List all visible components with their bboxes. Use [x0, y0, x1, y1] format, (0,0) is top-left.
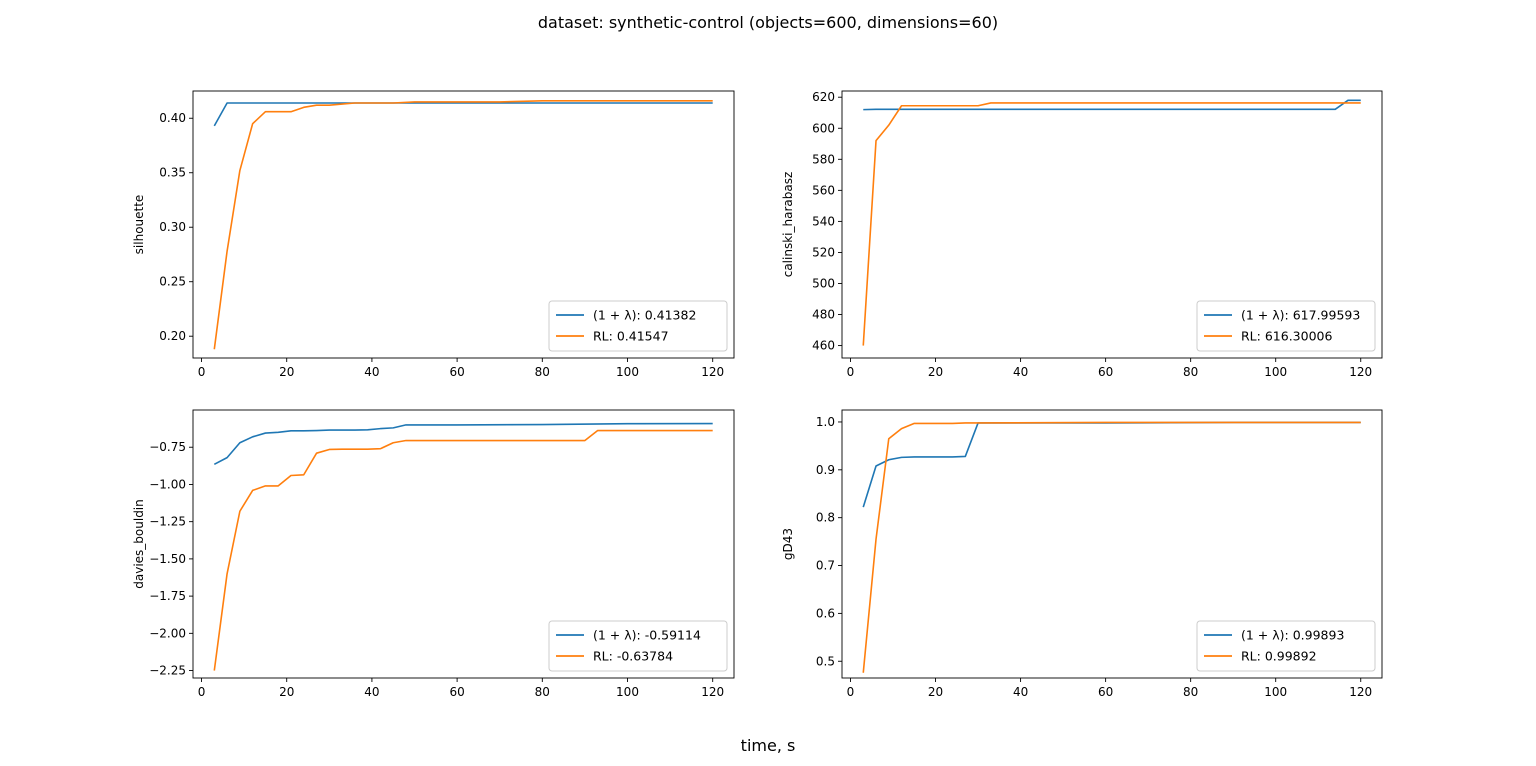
x-tick-label: 40	[364, 685, 379, 699]
x-tick-label: 0	[198, 685, 206, 699]
axes-frame	[192, 90, 735, 359]
x-tick-label: 120	[701, 685, 724, 699]
y-tick-label: −1.00	[149, 477, 186, 491]
y-tick-label: 540	[812, 214, 835, 228]
x-tick-label: 80	[535, 365, 550, 379]
series-line-2	[862, 102, 1361, 346]
legend: (1 + λ): 617.99593 RL: 616.30006	[1196, 300, 1376, 352]
x-tick-label: 60	[449, 365, 464, 379]
y-axis-label: davies_bouldin	[132, 499, 146, 589]
y-tick-label: 580	[812, 152, 835, 166]
legend-label-2: RL: 0.41547	[593, 329, 669, 344]
series-line-1	[863, 99, 1361, 111]
axes-frame	[841, 409, 1383, 679]
x-tick-label: 20	[279, 685, 294, 699]
legend-label-1: (1 + λ): 0.99893	[1241, 628, 1344, 643]
x-tick-label: 40	[1013, 365, 1028, 379]
subplot-1: 0 20 40 60 80 100 120 0.20 0.25 0.30 0.35 0.40 silho…	[132, 90, 735, 379]
y-tick-label: 0.5	[816, 654, 835, 668]
x-tick-label: 60	[1098, 365, 1113, 379]
legend: (1 + λ): 0.41382 RL: 0.41547	[548, 300, 728, 352]
subplot-4: 0 20 40 60 80 100 120 0.5 0.6 0.7 0.8 0.9 1.0 gD43 (1 …	[781, 409, 1383, 699]
series-line-2	[213, 100, 713, 350]
legend-label-2: RL: 0.99892	[1241, 649, 1317, 664]
legend-box	[548, 300, 728, 352]
x-tick-label: 80	[1183, 685, 1198, 699]
y-tick-label: 0.9	[816, 463, 835, 477]
y-axis-label: silhouette	[132, 195, 146, 255]
series-line-2	[213, 429, 713, 671]
x-tick-label: 120	[1349, 365, 1372, 379]
legend: (1 + λ): 0.99893 RL: 0.99892	[1196, 620, 1376, 672]
y-axis-label: gD43	[781, 528, 795, 560]
y-tick-label: 460	[812, 339, 835, 353]
y-tick-label: 0.8	[816, 511, 835, 525]
subplots: 0 20 40 60 80 100 120 0.20 0.25 0.30 0.35 0.40 silho…	[132, 90, 1383, 699]
y-tick-label: 0.30	[159, 220, 186, 234]
y-tick-label: 0.25	[159, 275, 186, 289]
figure-xlabel: time, s	[741, 736, 796, 755]
x-tick-label: 100	[616, 365, 639, 379]
y-tick-label: 600	[812, 121, 835, 135]
y-tick-label: −1.50	[149, 552, 186, 566]
y-tick-label: 0.20	[159, 329, 186, 343]
series-line-1	[213, 102, 713, 127]
axes-frame	[192, 409, 735, 679]
legend-label-1: (1 + λ): 0.41382	[593, 308, 696, 323]
y-tick-label: 0.35	[159, 166, 186, 180]
y-tick-label: −2.25	[149, 664, 186, 678]
series-line-2	[862, 421, 1361, 673]
x-tick-label: 120	[701, 365, 724, 379]
legend-box	[548, 620, 728, 672]
y-tick-label: 560	[812, 183, 835, 197]
y-tick-label: 0.40	[159, 111, 186, 125]
y-tick-label: −0.75	[149, 440, 186, 454]
y-tick-label: −1.75	[149, 589, 186, 603]
subplot-3: 0 20 40 60 80 100 120 −2.25 −2.00 −1.75 −1.50 −1.25…	[132, 409, 735, 699]
legend-box	[1196, 620, 1376, 672]
x-tick-label: 80	[1183, 365, 1198, 379]
series-line-1	[213, 422, 713, 466]
x-tick-label: 100	[1264, 365, 1287, 379]
legend-box	[1196, 300, 1376, 352]
y-tick-label: 500	[812, 276, 835, 290]
series-line-1	[862, 421, 1361, 508]
y-tick-label: −2.00	[149, 626, 186, 640]
figure-title: dataset: synthetic-control (objects=600,…	[538, 13, 998, 32]
y-tick-label: −1.25	[149, 515, 186, 529]
x-tick-label: 40	[1013, 685, 1028, 699]
x-tick-label: 0	[198, 365, 206, 379]
y-tick-label: 620	[812, 90, 835, 104]
y-tick-label: 1.0	[816, 415, 835, 429]
x-tick-label: 0	[847, 685, 855, 699]
x-tick-label: 20	[279, 365, 294, 379]
legend-label-2: RL: 616.30006	[1241, 329, 1332, 344]
y-tick-label: 0.6	[816, 606, 835, 620]
legend-label-1: (1 + λ): 617.99593	[1241, 308, 1360, 323]
x-tick-label: 120	[1349, 685, 1372, 699]
axes-frame	[841, 90, 1383, 359]
x-tick-label: 60	[1098, 685, 1113, 699]
x-tick-label: 60	[449, 685, 464, 699]
y-tick-label: 520	[812, 245, 835, 259]
y-axis-label: calinski_harabasz	[781, 172, 795, 278]
y-tick-label: 480	[812, 308, 835, 322]
x-tick-label: 100	[616, 685, 639, 699]
x-tick-label: 20	[928, 685, 943, 699]
x-tick-label: 80	[535, 685, 550, 699]
x-tick-label: 100	[1264, 685, 1287, 699]
y-tick-label: 0.7	[816, 559, 835, 573]
subplot-2: 0 20 40 60 80 100 120 460 480 500 520 540 560 580 600 6…	[781, 90, 1383, 379]
x-tick-label: 20	[928, 365, 943, 379]
legend-label-2: RL: -0.63784	[593, 649, 673, 664]
x-tick-label: 0	[847, 365, 855, 379]
legend: (1 + λ): -0.59114 RL: -0.63784	[548, 620, 728, 672]
legend-label-1: (1 + λ): -0.59114	[593, 628, 701, 643]
x-tick-label: 40	[364, 365, 379, 379]
